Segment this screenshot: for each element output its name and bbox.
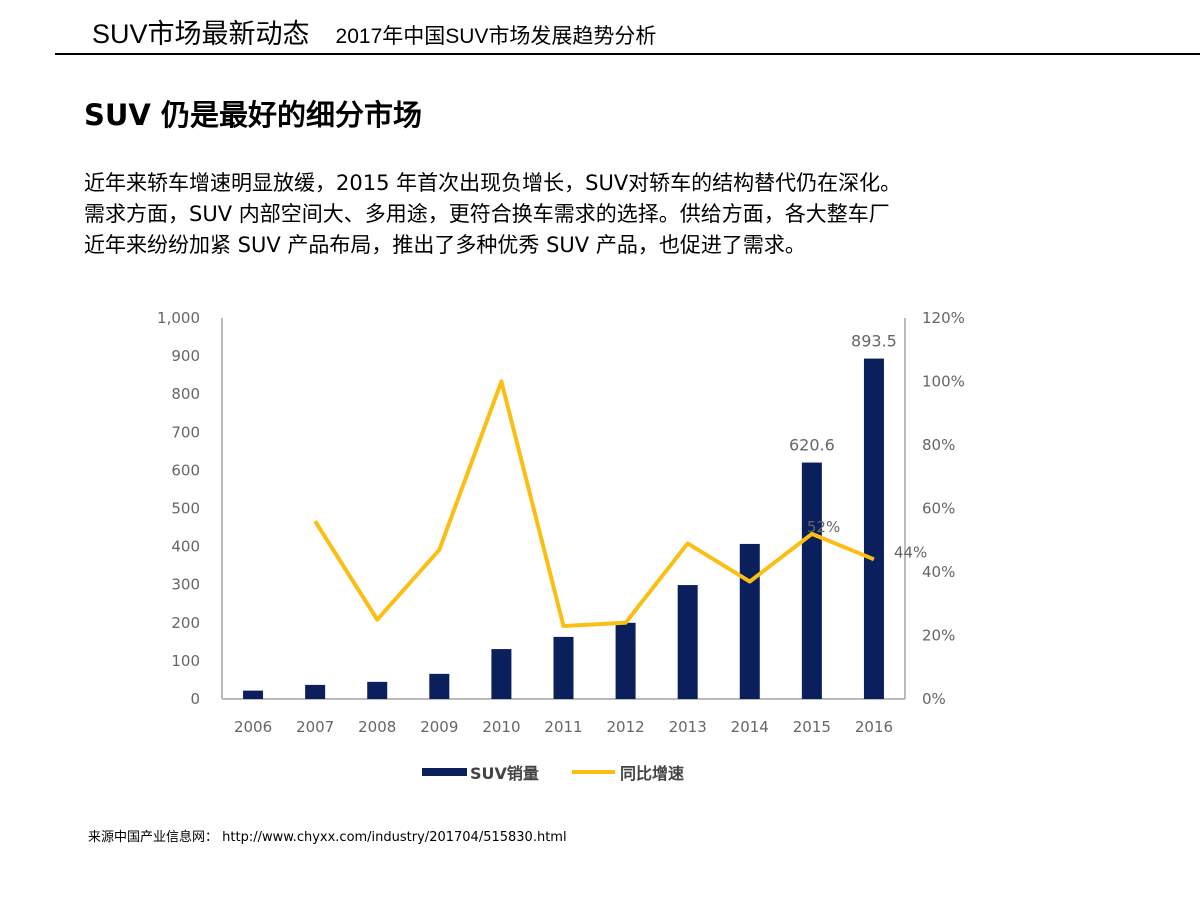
growth-data-label: 44%: [894, 543, 927, 561]
x-tick-label: 2009: [420, 718, 458, 736]
x-tick-label: 2007: [296, 718, 334, 736]
x-tick-label: 2015: [793, 718, 831, 736]
source-url: http://www.chyxx.com/industry/201704/515…: [222, 830, 567, 845]
x-tick-label: 2006: [234, 718, 272, 736]
left-tick-label: 200: [171, 614, 200, 632]
bar-2016: [863, 358, 884, 699]
bar-2015: [801, 462, 822, 699]
right-tick-label: 20%: [922, 627, 955, 645]
para-line: 需求方面，SUV 内部空间大、多用途，更符合换车需求的选择。供给方面，各大整车厂: [84, 202, 890, 226]
bar-data-label: 893.5: [851, 332, 897, 351]
x-tick-label: 2012: [606, 718, 644, 736]
x-tick-label: 2010: [482, 718, 520, 736]
right-tick-label: 0%: [922, 690, 946, 708]
bar-2008: [367, 681, 388, 699]
para-line: 近年来纷纷加紧 SUV 产品布局，推出了多种优秀 SUV 产品，也促进了需求。: [84, 233, 806, 257]
left-tick-label: 700: [171, 423, 200, 441]
bar-2010: [491, 649, 512, 699]
x-tick-label: 2013: [669, 718, 707, 736]
source-label: 来源中国产业信息网：: [88, 830, 219, 845]
left-tick-label: 400: [171, 538, 200, 556]
legend-bar-label: SUV销量: [470, 764, 539, 783]
legend-bar-swatch: [422, 768, 467, 776]
right-tick-label: 40%: [922, 563, 955, 581]
left-tick-label: 0: [190, 690, 200, 708]
x-tick-label: 2011: [544, 718, 582, 736]
bar-2009: [429, 673, 450, 699]
x-tick-label: 2016: [855, 718, 893, 736]
body-paragraph: 近年来轿车增速明显放缓，2015 年首次出现负增长，SUV对轿车的结构替代仍在深…: [84, 168, 1164, 261]
bar-2006: [243, 690, 264, 699]
legend-line-label: 同比增速: [620, 764, 684, 783]
bar-2011: [553, 636, 574, 699]
slide-heading: SUV 仍是最好的细分市场: [84, 98, 422, 132]
source-note: 来源中国产业信息网： http://www.chyxx.com/industry…: [88, 826, 567, 845]
x-tick-label: 2014: [731, 718, 769, 736]
slide-header: SUV市场最新动态 2017年中国SUV市场发展趋势分析: [92, 12, 656, 51]
right-tick-label: 60%: [922, 500, 955, 518]
left-tick-label: 300: [171, 576, 200, 594]
left-tick-label: 800: [171, 385, 200, 403]
bar-2013: [677, 585, 698, 699]
left-tick-label: 500: [171, 500, 200, 518]
bar-2007: [305, 684, 326, 699]
header-subtitle: 2017年中国SUV市场发展趋势分析: [335, 25, 657, 48]
left-tick-label: 100: [171, 652, 200, 670]
right-tick-label: 120%: [922, 309, 965, 327]
header-divider: [55, 53, 1200, 55]
growth-line: [313, 379, 875, 628]
bar-2012: [615, 622, 636, 699]
para-line: 近年来轿车增速明显放缓，2015 年首次出现负增长，SUV对轿车的结构替代仍在深…: [84, 171, 902, 195]
right-tick-label: 100%: [922, 373, 965, 391]
left-tick-label: 900: [171, 347, 200, 365]
x-tick-label: 2008: [358, 718, 396, 736]
header-title: SUV市场最新动态: [92, 19, 310, 49]
left-tick-label: 1,000: [157, 309, 200, 327]
growth-data-label: 52%: [807, 518, 840, 536]
left-tick-label: 600: [171, 461, 200, 479]
right-tick-label: 80%: [922, 436, 955, 454]
bar-data-label: 620.6: [789, 436, 835, 455]
bar-2014: [739, 543, 760, 699]
